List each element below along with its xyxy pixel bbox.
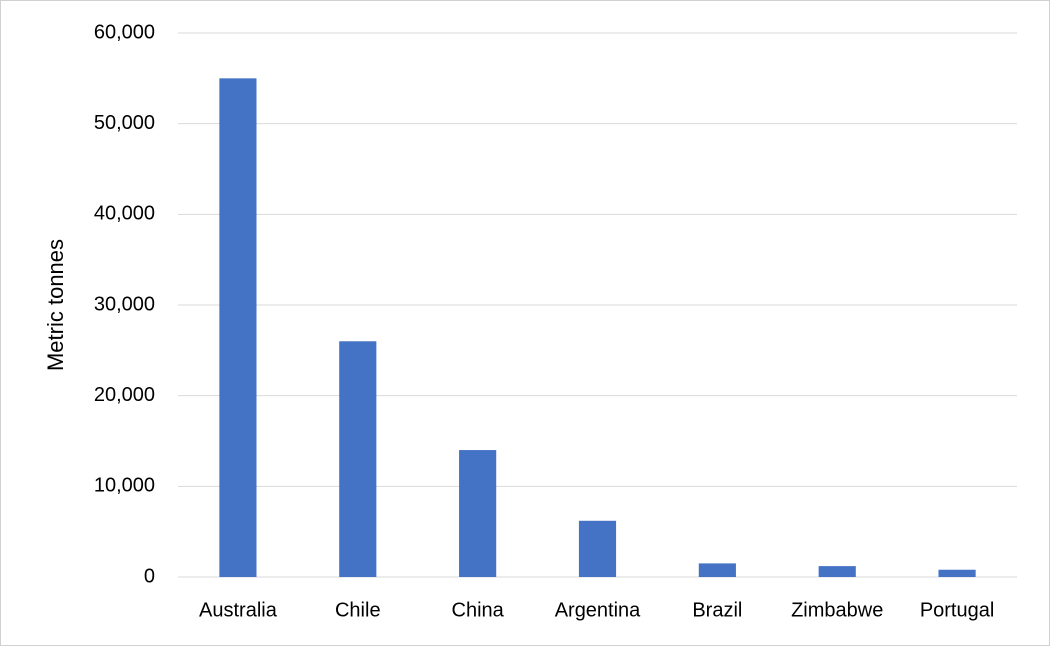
y-tick-label: 40,000 (94, 203, 155, 225)
y-tick-label: 50,000 (94, 112, 155, 134)
x-tick-label: Australia (199, 599, 278, 621)
x-tick-label: Argentina (555, 599, 641, 621)
x-tick-label: Chile (335, 599, 381, 621)
y-axis-label: Metric tonnes (43, 239, 68, 371)
x-tick-label: China (452, 599, 505, 621)
bar (818, 566, 856, 577)
x-tick-label: Brazil (692, 599, 742, 621)
y-tick-label: 30,000 (94, 293, 155, 315)
bar (938, 569, 976, 577)
x-tick-label: Zimbabwe (791, 599, 883, 621)
bar (698, 563, 736, 577)
bar (459, 450, 497, 577)
y-tick-label: 10,000 (94, 475, 155, 497)
bar (339, 341, 377, 577)
bar (219, 78, 257, 577)
y-tick-label: 0 (144, 565, 155, 587)
y-tick-label: 60,000 (94, 21, 155, 43)
x-tick-label: Portugal (920, 599, 995, 621)
y-tick-label: 20,000 (94, 384, 155, 406)
bar (578, 520, 617, 577)
